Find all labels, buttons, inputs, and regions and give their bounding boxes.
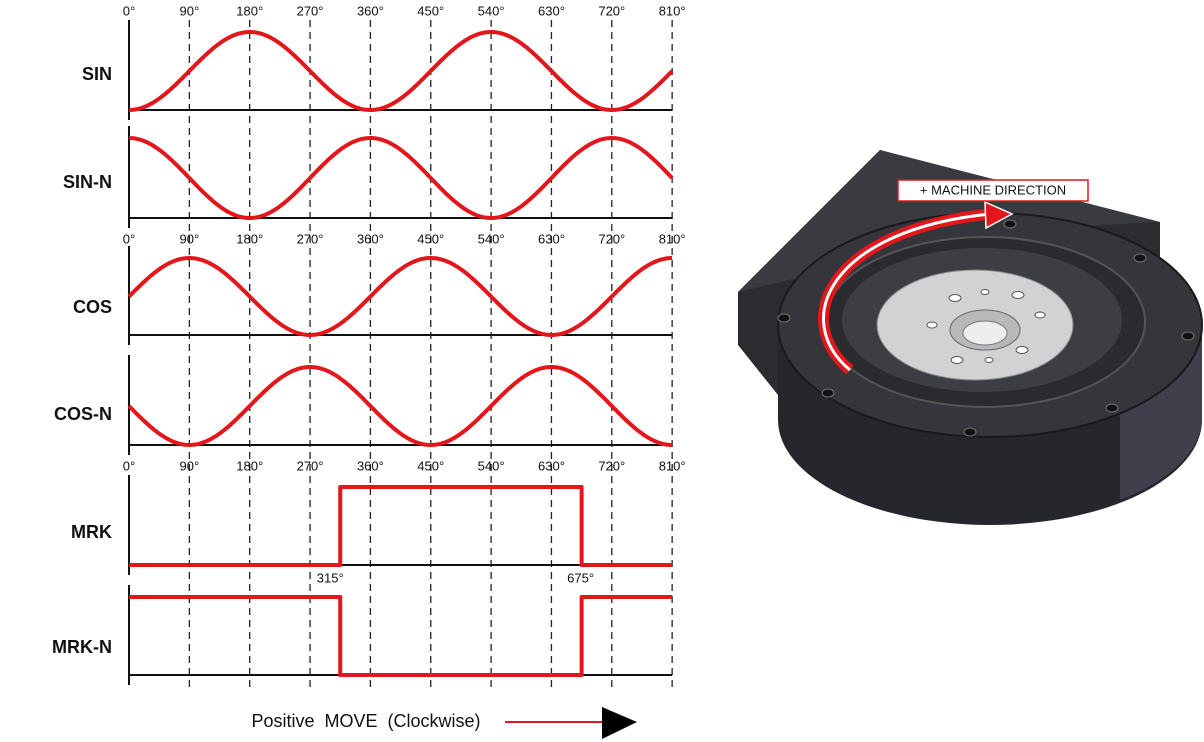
angle-label: 450° [417, 231, 444, 246]
angle-label: 540° [478, 458, 505, 473]
angle-label: 810° [659, 3, 686, 18]
angle-label: 270° [297, 231, 324, 246]
signal-label: SIN [82, 64, 112, 84]
angle-label: 180° [236, 231, 263, 246]
angle-label: 450° [417, 458, 444, 473]
angle-label: 720° [598, 458, 625, 473]
signal-waveform [129, 367, 672, 445]
marker-angle-label: 315° [317, 570, 344, 585]
angle-label: 360° [357, 458, 384, 473]
angle-label: 0° [123, 231, 135, 246]
signal-label: SIN-N [63, 172, 112, 192]
angle-label: 90° [180, 231, 200, 246]
signal-waveform [129, 597, 672, 675]
angle-label: 810° [659, 231, 686, 246]
stage-center-hole [963, 321, 1007, 345]
angle-label: 720° [598, 231, 625, 246]
callout-text: + MACHINE DIRECTION [920, 182, 1066, 197]
signal-label: COS [73, 297, 112, 317]
encoder-diagram: 0° 90° 180° 270° 360° 450° 540° 630° 720° 810° 0° 9… [0, 0, 1204, 742]
angle-label: 180° [236, 3, 263, 18]
angle-label: 360° [357, 231, 384, 246]
angle-label: 810° [659, 458, 686, 473]
angle-label: 630° [538, 458, 565, 473]
signal-label: MRK [71, 522, 112, 542]
signal-waveform [129, 258, 672, 335]
angle-label: 90° [180, 3, 200, 18]
angle-label: 90° [180, 458, 200, 473]
angle-label: 180° [236, 458, 263, 473]
angle-label: 720° [598, 3, 625, 18]
angle-label: 0° [123, 458, 135, 473]
angle-label: 450° [417, 3, 444, 18]
signal-waveform [129, 487, 672, 565]
rotary-stage-image: + MACHINE DIRECTION [738, 150, 1202, 525]
angle-label: 630° [538, 231, 565, 246]
footer-text: Positive MOVE (Clockwise) [251, 711, 480, 731]
marker-angle-label: 675° [567, 570, 594, 585]
signal-waveform [129, 32, 672, 110]
signal-plots: 0° 90° 180° 270° 360° 450° 540° 630° 720° 810° 0° 9… [52, 3, 686, 690]
signal-waveform [129, 138, 672, 218]
angle-label: 540° [478, 231, 505, 246]
angle-label: 360° [357, 3, 384, 18]
angle-label: 270° [297, 3, 324, 18]
signal-label: MRK-N [52, 637, 112, 657]
angle-label: 0° [123, 3, 135, 18]
angle-label: 270° [297, 458, 324, 473]
footer-arrow-head [602, 707, 637, 739]
angle-label: 630° [538, 3, 565, 18]
signal-label: COS-N [54, 404, 112, 424]
angle-label: 540° [478, 3, 505, 18]
